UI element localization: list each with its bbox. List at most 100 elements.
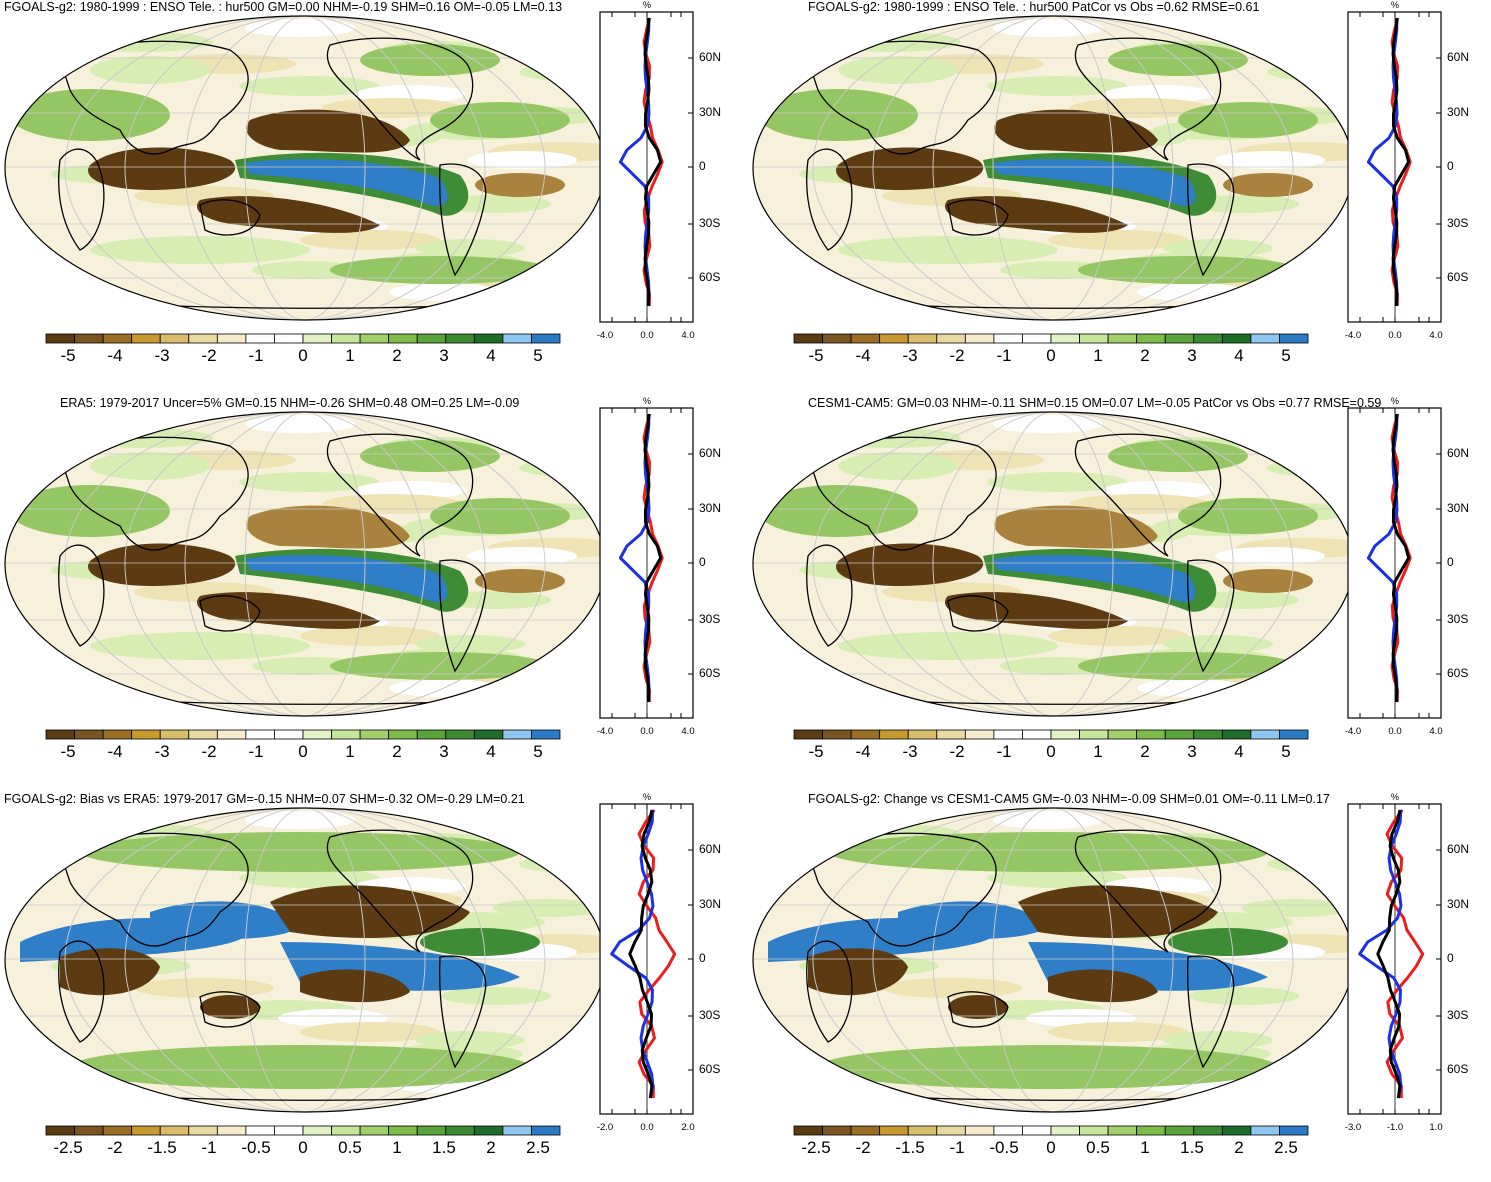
world-map bbox=[4, 807, 606, 1113]
colorbar-label: -1 bbox=[996, 742, 1012, 761]
panel-graphics bbox=[752, 803, 1442, 1136]
colorbar-label: -4 bbox=[107, 742, 123, 761]
colorbar-label: -3 bbox=[154, 346, 170, 365]
profile-x-label: 0.0 bbox=[640, 330, 654, 341]
zonal-mean-profile bbox=[1347, 11, 1442, 323]
field-patch bbox=[29, 692, 169, 712]
field-patch bbox=[245, 19, 355, 37]
colorbar bbox=[45, 1125, 561, 1136]
colorbar-label: 5 bbox=[1281, 346, 1291, 365]
colorbar-label: 4 bbox=[1234, 346, 1244, 365]
colorbar-swatch bbox=[1107, 333, 1138, 344]
colorbar-swatch bbox=[850, 729, 881, 740]
field-patch bbox=[239, 868, 379, 888]
zonal-mean-profile bbox=[1347, 407, 1442, 719]
colorbar-swatch bbox=[188, 333, 218, 344]
field-patch bbox=[758, 485, 918, 537]
field-patch bbox=[838, 56, 958, 84]
field-patch bbox=[1048, 626, 1188, 646]
profile-x-label: 0.0 bbox=[1388, 726, 1402, 737]
colorbar-swatch bbox=[879, 729, 909, 740]
colorbar-label: 3 bbox=[439, 346, 449, 365]
colorbar-swatch bbox=[131, 333, 161, 344]
strong-positive bbox=[245, 554, 448, 603]
colorbar-label: 0 bbox=[298, 346, 308, 365]
colorbar-swatch bbox=[216, 729, 247, 740]
latitude-label: 0 bbox=[699, 555, 706, 569]
colorbar-swatch bbox=[45, 729, 75, 740]
colorbar-swatch bbox=[964, 729, 995, 740]
unit-label: % bbox=[1390, 396, 1400, 406]
colorbar-swatch bbox=[74, 333, 104, 344]
field-patch bbox=[838, 452, 958, 480]
field-patch bbox=[252, 657, 362, 675]
field-patch bbox=[70, 1045, 530, 1089]
negative-anomaly bbox=[808, 948, 908, 996]
colorbar-label: -2 bbox=[201, 742, 217, 761]
colorbar-swatch bbox=[1050, 333, 1080, 344]
colorbar-label: -1.5 bbox=[147, 1138, 177, 1157]
colorbar-swatch bbox=[445, 729, 475, 740]
colorbar-label: 5 bbox=[533, 742, 543, 761]
colorbar-swatch bbox=[1136, 729, 1166, 740]
latitude-label: 30N bbox=[699, 105, 722, 119]
colorbar-swatch bbox=[388, 729, 418, 740]
negative-anomaly bbox=[1223, 173, 1313, 197]
colorbar-swatch bbox=[1279, 729, 1309, 740]
colorbar-swatch bbox=[907, 333, 938, 344]
field-patch bbox=[245, 811, 355, 829]
difference-line bbox=[1391, 413, 1411, 703]
colorbar-label: -0.5 bbox=[241, 1138, 271, 1157]
colorbar-swatch bbox=[1022, 729, 1052, 740]
colorbar-label: 0 bbox=[298, 1138, 308, 1157]
panel-title: FGOALS-g2: 1980-1999 : ENSO Tele. : hur5… bbox=[808, 0, 1260, 14]
field-patch bbox=[1241, 899, 1351, 917]
profile-x-label: -4.0 bbox=[1344, 726, 1362, 737]
colorbar-label: 4 bbox=[486, 742, 496, 761]
field-patch bbox=[360, 440, 500, 472]
field-patch bbox=[245, 415, 355, 433]
colorbar-label: 1 bbox=[1140, 1138, 1150, 1157]
colorbar-label: 2 bbox=[1140, 742, 1150, 761]
colorbar-swatch bbox=[502, 1125, 532, 1136]
colorbar-swatch bbox=[531, 729, 561, 740]
meridian bbox=[992, 412, 1114, 716]
latitude-label: 60S bbox=[699, 1062, 721, 1076]
colorbar-swatch bbox=[473, 729, 504, 740]
panel-graphics bbox=[752, 407, 1442, 740]
field-patch bbox=[10, 89, 170, 141]
colorbar-label: -1 bbox=[996, 346, 1012, 365]
latitude-label: 0 bbox=[1447, 951, 1454, 965]
field-patch bbox=[1048, 230, 1188, 250]
colorbar-label: 0.5 bbox=[1086, 1138, 1110, 1157]
field-patch bbox=[252, 261, 362, 279]
colorbar-swatch bbox=[1079, 1125, 1109, 1136]
field-patch bbox=[360, 44, 500, 76]
field-patch bbox=[987, 868, 1127, 888]
meridian bbox=[64, 412, 546, 716]
meridian bbox=[872, 16, 1234, 320]
field-patch bbox=[441, 987, 551, 1005]
colorbar-swatch bbox=[359, 333, 390, 344]
colorbar-swatch bbox=[245, 729, 275, 740]
colorbar-swatch bbox=[793, 333, 823, 344]
colorbar-swatch bbox=[131, 729, 161, 740]
colorbar-swatch bbox=[1221, 1125, 1252, 1136]
colorbar-swatch bbox=[188, 1125, 218, 1136]
field-patch bbox=[90, 236, 310, 264]
latitude-label: 60S bbox=[699, 270, 721, 284]
colorbar bbox=[45, 333, 561, 344]
latitude-label: 0 bbox=[699, 951, 706, 965]
difference-line bbox=[643, 413, 663, 703]
latitude-label: 30N bbox=[699, 501, 722, 515]
colorbar-swatch bbox=[936, 729, 966, 740]
colorbar-swatch bbox=[45, 333, 75, 344]
colorbar-label: 3 bbox=[1187, 742, 1197, 761]
colorbar-label: 3 bbox=[1187, 346, 1197, 365]
field-patch bbox=[882, 978, 1022, 998]
colorbar-swatch bbox=[274, 333, 304, 344]
profile-x-label: -4.0 bbox=[1344, 330, 1362, 341]
latitude-label: 60N bbox=[699, 446, 722, 460]
panel-graphics bbox=[4, 407, 694, 740]
field-patch bbox=[1048, 1022, 1188, 1042]
